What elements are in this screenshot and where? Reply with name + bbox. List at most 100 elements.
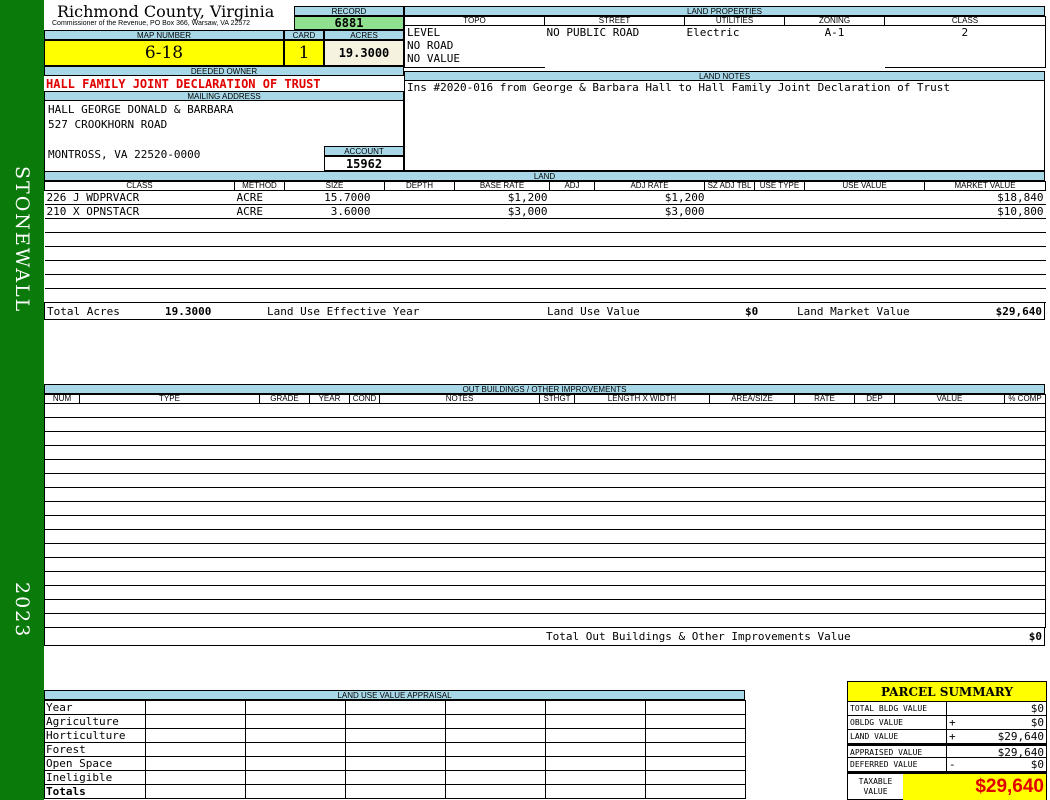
ob-col-header: TYPE (79, 394, 260, 404)
outbuildings-total-label: Total Out Buildings & Other Improvements… (546, 630, 851, 643)
topo-2: NO ROAD (407, 39, 454, 52)
land-cell (924, 232, 1046, 247)
land-cell (924, 274, 1046, 289)
table-row (44, 585, 1046, 600)
value-cell (445, 714, 546, 729)
land-cell (804, 260, 925, 275)
row-label: Forest (44, 742, 146, 757)
value-cell (345, 728, 446, 743)
ob-row-cell (44, 613, 1046, 628)
value-cell (545, 770, 646, 785)
summary-operator: + (949, 730, 956, 743)
land-cell (284, 246, 385, 261)
mailing-label: MAILING ADDRESS (44, 91, 404, 101)
land-cell (804, 204, 925, 219)
value-cell (345, 784, 446, 799)
ob-row-cell (44, 501, 1046, 516)
land-cell: ACRE (234, 204, 285, 219)
land-cell (549, 260, 595, 275)
outbuildings-total-value: $0 (1028, 630, 1042, 643)
table-row (44, 613, 1046, 628)
land-cell (284, 232, 385, 247)
table-row (44, 218, 1046, 233)
land-totals: Total Acres 19.3000 Land Use Effective Y… (44, 302, 1045, 320)
row-label: Ineligible (44, 770, 146, 785)
total-acres-label: Total Acres (47, 305, 120, 318)
land-cell: 3.6000 (284, 204, 385, 219)
land-cell (804, 232, 925, 247)
ob-col-header: YEAR (309, 394, 350, 404)
land-cell (594, 260, 705, 275)
land-cell (704, 288, 755, 303)
account-number: 15962 (324, 156, 404, 171)
summary-label: OBLDG VALUE (848, 716, 947, 729)
land-col-header: USE VALUE (804, 181, 925, 191)
value-cell (245, 770, 346, 785)
land-col-header: SIZE (284, 181, 385, 191)
value-cell (545, 700, 646, 715)
land-cell (44, 232, 235, 247)
mailing-address: HALL GEORGE DONALD & BARBARA 527 CROOKHO… (44, 101, 404, 171)
ob-col-header: DEP (854, 394, 895, 404)
value-cell (445, 756, 546, 771)
value-cell (545, 714, 646, 729)
total-acres: 19.3000 (165, 305, 212, 318)
value-cell (645, 770, 746, 785)
land-cell: 15.7000 (284, 190, 385, 205)
table-row: Horticulture (44, 728, 746, 743)
land-cell (384, 274, 455, 289)
value-cell (545, 742, 646, 757)
summary-label: DEFERRED VALUE (848, 758, 947, 771)
land-cell (234, 246, 285, 261)
land-cell (754, 260, 805, 275)
land-cell: $3,000 (454, 204, 550, 219)
land-cell (704, 274, 755, 289)
land-col-header: DEPTH (384, 181, 455, 191)
land-cell (754, 246, 805, 261)
utilities: Electric (686, 26, 740, 39)
value-cell (445, 700, 546, 715)
summary-value: $0 (1030, 702, 1044, 715)
table-row (44, 274, 1046, 289)
land-cell (384, 246, 455, 261)
district-sidebar: STONEWALL 2023 (0, 0, 44, 800)
land-cell (754, 204, 805, 219)
acres-label: ACRES (324, 30, 404, 40)
value-cell (145, 728, 246, 743)
value-cell (245, 784, 346, 799)
value-cell (345, 756, 446, 771)
land-cell (924, 260, 1046, 275)
value-cell (645, 742, 746, 757)
value-cell (645, 756, 746, 771)
card-number: 1 (284, 40, 324, 66)
land-cell (454, 246, 550, 261)
land-label: LAND (44, 171, 1045, 181)
summary-label: TOTAL BLDG VALUE (848, 702, 947, 715)
table-row (44, 445, 1046, 460)
value-cell (545, 784, 646, 799)
value-cell (145, 770, 246, 785)
land-cell (924, 288, 1046, 303)
owner-label: DEEDED OWNER (44, 66, 404, 76)
row-label: Year (44, 700, 146, 715)
table-row (44, 501, 1046, 516)
land-cell (804, 218, 925, 233)
land-cell (384, 204, 455, 219)
lp-col-header: TOPO (404, 16, 545, 26)
ob-col-header: VALUE (894, 394, 1005, 404)
land-notes-label: LAND NOTES (404, 71, 1045, 81)
value-cell (345, 700, 446, 715)
market-value: $29,640 (995, 305, 1042, 318)
outbuildings-total: Total Out Buildings & Other Improvements… (44, 627, 1045, 646)
lp-col-header: STREET (544, 16, 685, 26)
record-label: RECORD (294, 6, 404, 16)
summary-row: OBLDG VALUE + $0 (848, 716, 1046, 730)
land-table: CLASS METHOD SIZE DEPTH BASE RATE ADJ ADJ RATE… (44, 181, 1046, 303)
land-col-header: ADJ RATE (594, 181, 705, 191)
land-cell (924, 246, 1046, 261)
ob-col-header: % COMP (1004, 394, 1046, 404)
ob-row-cell (44, 543, 1046, 558)
row-label: Totals (44, 784, 146, 799)
ob-row-cell (44, 515, 1046, 530)
taxable-value: $29,640 (903, 774, 1046, 800)
